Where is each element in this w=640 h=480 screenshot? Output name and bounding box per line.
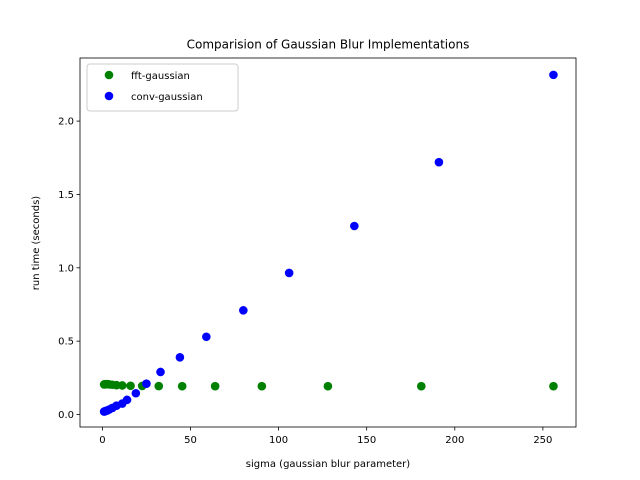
legend-box <box>86 63 239 112</box>
y-tick-label: 1.0 <box>58 263 74 274</box>
data-point <box>154 381 164 391</box>
legend-marker <box>104 70 114 80</box>
plot-area <box>79 57 577 428</box>
data-points <box>99 70 558 416</box>
x-axis-label: sigma (gaussian blur parameter) <box>246 459 410 470</box>
x-tick-label: 200 <box>445 435 464 446</box>
data-point <box>549 381 558 391</box>
data-point <box>175 353 185 362</box>
data-point <box>434 157 444 167</box>
data-point <box>416 381 426 391</box>
y-tick-label: 0.5 <box>58 337 74 348</box>
x-tick-label: 50 <box>184 435 197 446</box>
x-tick-label: 0 <box>99 435 105 446</box>
legend-label: fft-gaussian <box>131 71 190 82</box>
data-point <box>284 268 294 278</box>
data-point <box>156 367 165 377</box>
x-axis-ticks: 0 50 100 150 200 250 <box>99 427 552 446</box>
data-point <box>177 381 187 391</box>
data-point <box>131 388 141 398</box>
legend-marker <box>104 91 114 101</box>
data-point <box>549 70 558 80</box>
data-point <box>142 379 151 389</box>
chart-title: Comparision of Gaussian Blur Implementat… <box>187 38 470 52</box>
data-point <box>323 381 333 391</box>
data-point <box>117 381 127 390</box>
y-axis-label: run time (seconds) <box>31 196 42 291</box>
y-tick-label: 0.0 <box>58 410 74 421</box>
axes-frame <box>79 57 577 428</box>
data-point <box>350 221 359 231</box>
series-fft-gaussian <box>99 379 558 391</box>
legend-label: conv-gaussian <box>131 92 203 103</box>
data-point <box>126 381 135 391</box>
y-tick-label: 2.0 <box>58 117 74 128</box>
series-conv-gaussian <box>99 70 558 416</box>
data-point <box>122 395 132 405</box>
legend: fft-gaussian conv-gaussian <box>86 63 239 112</box>
x-tick-label: 100 <box>269 435 288 446</box>
y-tick-label: 1.5 <box>58 190 74 201</box>
data-point <box>239 306 248 315</box>
data-point <box>257 381 267 391</box>
data-point <box>210 381 220 391</box>
y-axis-ticks: 0.0 0.5 1.0 1.5 2.0 <box>58 117 80 421</box>
x-tick-label: 250 <box>533 435 552 446</box>
data-point <box>202 332 211 342</box>
x-tick-label: 150 <box>357 435 376 446</box>
